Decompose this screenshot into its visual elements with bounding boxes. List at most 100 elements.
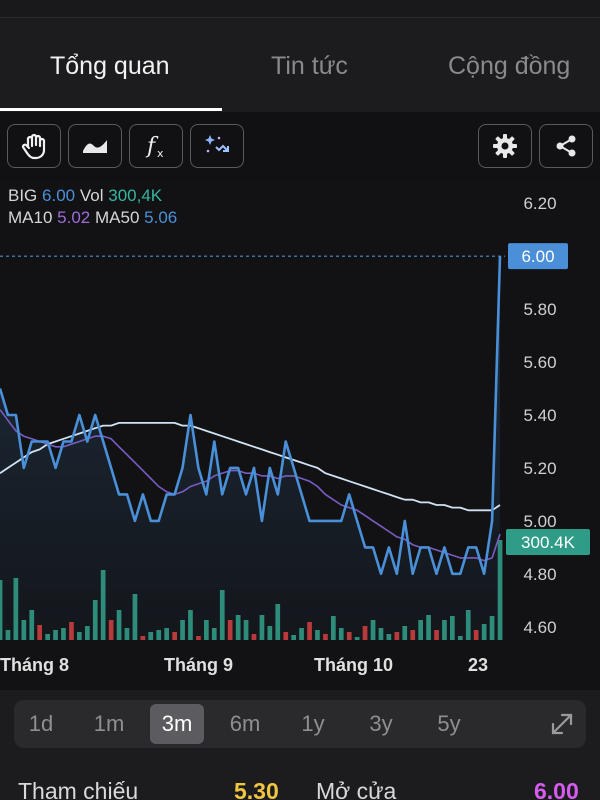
timeframe-1m[interactable]: 1m — [93, 711, 125, 736]
volume-bar — [251, 634, 257, 640]
svg-text:x: x — [157, 147, 164, 160]
current-price-badge — [508, 243, 568, 270]
volume-bar — [370, 620, 376, 640]
x-tick-label: Tháng 9 — [164, 655, 233, 675]
volume-bar — [211, 628, 217, 640]
volume-bar — [458, 636, 463, 640]
volume-bar — [346, 632, 352, 640]
timeframe-1d[interactable]: 1d — [28, 711, 54, 736]
timeframe-6m[interactable]: 6m — [229, 711, 261, 736]
volume-bar — [0, 580, 3, 640]
volume-bar — [13, 578, 19, 640]
volume-bar — [354, 637, 360, 640]
chart-canvas[interactable]: 6.20 5.80 5.60 5.40 5.20 5.00 4.80 4.60 6.00 300.… — [0, 180, 600, 690]
tab-bar: Tổng quan Tin tức Cộng đồng — [0, 20, 600, 112]
volume-bar — [21, 620, 27, 640]
volume-bar — [291, 635, 296, 640]
timeframe-3y[interactable]: 3y — [369, 711, 393, 736]
tab-news[interactable]: Tin tức — [271, 52, 348, 80]
y-tick-label: 4.60 — [523, 618, 556, 637]
magic-wand-icon[interactable] — [190, 124, 244, 168]
volume-bar — [426, 615, 431, 640]
volume-bar — [61, 628, 66, 640]
volume-bar — [45, 634, 50, 640]
volume-bar — [259, 615, 265, 640]
function-icon[interactable]: f x — [129, 124, 183, 168]
price-area-fill — [0, 256, 500, 640]
x-tick-label: Tháng 10 — [314, 655, 393, 675]
volume-bar — [386, 634, 392, 640]
timeframe-5y[interactable]: 5y — [437, 711, 461, 736]
price-chart[interactable]: 6.20 5.80 5.60 5.40 5.20 5.00 4.80 4.60 6.00 300.… — [0, 180, 600, 690]
y-tick-label: 6.20 — [523, 194, 556, 213]
current-price-badge-label: 6.00 — [521, 247, 554, 266]
share-icon[interactable] — [539, 124, 593, 168]
expand-icon[interactable] — [548, 710, 576, 738]
legend-price: 6.00 — [42, 186, 76, 205]
volume-bar — [235, 615, 241, 640]
volume-bar — [410, 630, 416, 640]
gear-icon[interactable] — [478, 124, 532, 168]
volume-bar — [37, 625, 42, 640]
volume-bar — [283, 632, 289, 640]
volume-bar — [362, 626, 368, 640]
volume-bar — [465, 610, 471, 640]
timeframe-selector: 1d 1m 3m 6m 1y 3y 5y — [14, 700, 586, 748]
current-volume-badge — [506, 529, 590, 555]
volume-bar — [402, 626, 408, 640]
volume-bar — [323, 634, 328, 640]
y-tick-label: 4.80 — [523, 565, 556, 584]
timeframe-1y[interactable]: 1y — [301, 711, 325, 736]
legend-row-price: BIG 6.00 Vol 300,4K — [8, 185, 177, 207]
hand-pointer-icon[interactable] — [7, 124, 61, 168]
reference-price-value: 5.30 — [234, 778, 279, 800]
legend-ma10-value: 5.02 — [57, 208, 91, 227]
volume-bar — [497, 540, 503, 640]
volume-bar — [489, 616, 495, 640]
y-tick-label: 5.80 — [523, 300, 556, 319]
volume-bar — [148, 632, 154, 640]
y-tick-label: 5.60 — [523, 353, 556, 372]
legend-ma50-value: 5.06 — [144, 208, 178, 227]
volume-bar — [267, 626, 273, 640]
legend-row-ma: MA10 5.02 MA50 5.06 — [8, 207, 177, 229]
volume-bar — [108, 620, 114, 640]
volume-bar — [243, 620, 249, 640]
active-tab-indicator — [0, 108, 222, 111]
tab-overview[interactable]: Tổng quan — [50, 52, 170, 80]
stats-row: Tham chiếu 5.30 Mở cửa 6.00 — [0, 770, 600, 800]
volume-bar — [315, 630, 320, 640]
volume-bar — [434, 630, 439, 640]
volume-bar — [473, 630, 479, 640]
volume-bar — [188, 610, 193, 640]
volume-bar — [219, 590, 225, 640]
volume-bar — [394, 632, 400, 640]
volume-bar — [69, 622, 74, 640]
volume-bar — [100, 570, 106, 640]
volume-bar — [338, 628, 344, 640]
volume-bar — [92, 600, 98, 640]
timeframe-3m[interactable]: 3m — [150, 704, 204, 744]
volume-bar — [156, 630, 162, 640]
chart-toolbar: f x — [0, 112, 600, 180]
volume-bar — [378, 628, 384, 640]
chart-legend: BIG 6.00 Vol 300,4K MA10 5.02 MA50 5.06 — [8, 185, 177, 229]
tab-community[interactable]: Cộng đồng — [448, 52, 571, 80]
volume-bar — [299, 628, 304, 640]
price-line — [0, 256, 502, 576]
volume-bar — [450, 616, 455, 640]
top-strip — [0, 0, 600, 18]
x-tick-label: Tháng 8 — [0, 655, 69, 675]
area-chart-icon[interactable] — [68, 124, 122, 168]
volume-bar — [29, 610, 35, 640]
ma10-line — [0, 409, 501, 562]
volume-bar — [196, 636, 201, 640]
volume-bar — [85, 626, 90, 640]
volume-bar — [307, 622, 312, 640]
volume-bar — [116, 610, 122, 640]
volume-bar — [442, 620, 447, 640]
legend-vol-label: Vol — [79, 186, 104, 205]
volume-bar — [172, 632, 177, 640]
volume-bar — [77, 632, 82, 640]
reference-price-label: Tham chiếu — [18, 778, 139, 800]
